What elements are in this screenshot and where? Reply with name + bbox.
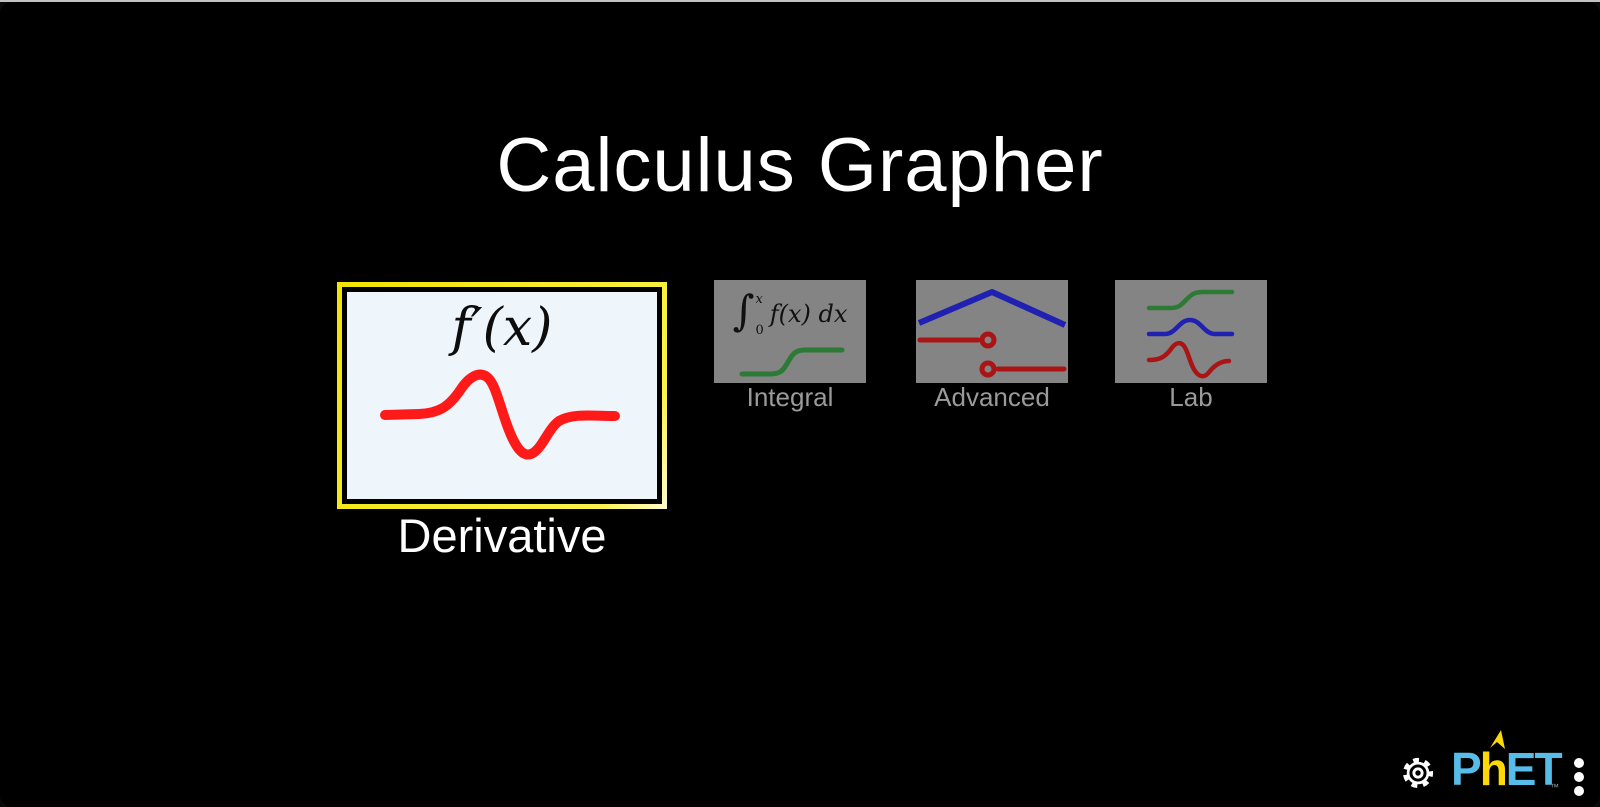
settings-gear-button[interactable] [1399, 754, 1437, 792]
lab-curves-icon [1146, 289, 1235, 379]
integral-formula: ∫ x 0 f(x) dx [714, 286, 866, 339]
phet-logo[interactable]: PhET ™ [1451, 730, 1563, 795]
phet-letter-t: T [1534, 743, 1562, 795]
window-top-edge [0, 0, 1600, 2]
integral-body: f(x) dx [769, 300, 848, 328]
kebab-dot [1574, 758, 1584, 768]
gear-icon [1402, 757, 1434, 789]
integral-curve-icon [739, 347, 845, 377]
derivative-curve-icon [380, 369, 620, 460]
integral-sign: ∫ [732, 286, 755, 335]
kebab-menu-button[interactable] [1568, 756, 1590, 798]
screen-label-integral: Integral [746, 382, 834, 412]
derivative-formula: f′(x) [451, 298, 553, 358]
screen-button-lab[interactable] [1115, 280, 1267, 383]
phet-letter-h: h [1479, 743, 1508, 795]
integral-upper-limit: x [755, 292, 763, 307]
phet-letter-e: E [1505, 743, 1537, 795]
screen-label-advanced: Advanced [934, 382, 1050, 412]
phet-letter-p: P [1451, 743, 1482, 795]
advanced-curves-icon [917, 289, 1067, 378]
screen-button-advanced[interactable] [916, 280, 1068, 383]
screen-label-derivative: Derivative [397, 509, 607, 562]
phet-logo-text: PhET [1451, 742, 1563, 796]
sim-title: Calculus Grapher [496, 123, 1104, 208]
integral-lower-limit: 0 [755, 323, 764, 338]
phet-trademark: ™ [1550, 782, 1559, 792]
screen-button-integral[interactable]: ∫ x 0 f(x) dx [714, 280, 866, 383]
phet-rocket-icon [1490, 730, 1505, 749]
kebab-dot [1574, 772, 1584, 782]
screen-button-derivative[interactable]: f′(x) [337, 282, 667, 509]
screen-label-lab: Lab [1169, 382, 1213, 412]
derivative-thumbnail: f′(x) [342, 287, 662, 504]
integral-limits: x 0 [755, 292, 763, 338]
kebab-dot [1574, 786, 1584, 796]
